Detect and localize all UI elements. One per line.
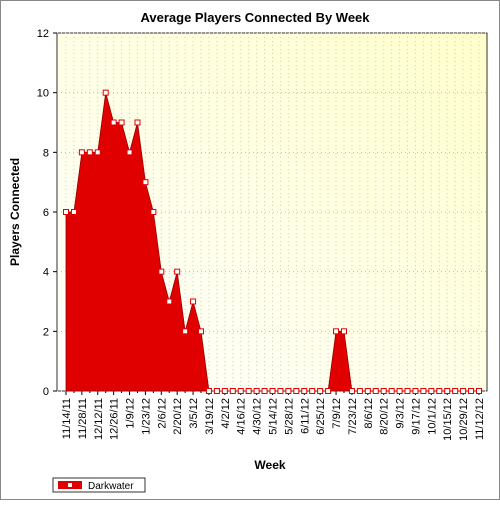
x-tick-label: 2/6/12 — [156, 398, 168, 429]
x-tick-label: 11/12/12 — [474, 398, 486, 440]
x-tick-label: 4/2/12 — [220, 398, 232, 429]
y-tick-label: 2 — [43, 326, 49, 338]
x-tick-label: 9/3/12 — [395, 398, 407, 429]
x-tick-label: 8/6/12 — [363, 398, 375, 429]
x-tick-label: 11/14/11 — [61, 398, 73, 439]
marker — [460, 388, 467, 394]
x-tick-label: 3/5/12 — [188, 398, 200, 429]
marker — [78, 149, 85, 156]
marker — [70, 209, 77, 215]
chart-title: Average Players Connected By Week — [140, 10, 370, 25]
marker — [309, 388, 316, 394]
marker — [118, 119, 125, 126]
x-tick-label: 1/9/12 — [125, 398, 137, 429]
y-tick-label: 6 — [43, 207, 49, 219]
marker — [277, 388, 284, 394]
x-tick-label: 12/26/11 — [109, 398, 121, 440]
x-tick-label: 6/11/12 — [299, 398, 311, 434]
marker — [452, 388, 459, 394]
x-tick-label: 10/1/12 — [426, 398, 438, 435]
marker — [245, 388, 252, 394]
marker — [420, 388, 427, 394]
x-tick-label: 1/23/12 — [140, 398, 152, 435]
y-tick-label: 0 — [43, 386, 49, 398]
y-axis-label: Players Connected — [8, 158, 22, 266]
marker — [428, 388, 435, 394]
marker — [110, 119, 117, 126]
marker — [364, 388, 371, 394]
marker — [476, 388, 482, 394]
marker — [348, 388, 355, 394]
marker — [86, 149, 93, 156]
x-tick-label: 7/23/12 — [347, 398, 359, 435]
x-tick-label: 3/19/12 — [204, 398, 216, 435]
marker — [436, 388, 443, 394]
y-tick-label: 4 — [43, 267, 49, 279]
marker — [301, 388, 308, 394]
marker — [94, 149, 101, 156]
x-tick-label: 11/28/11 — [77, 398, 89, 439]
y-tick-label: 12 — [37, 28, 49, 40]
x-tick-label: 4/16/12 — [236, 398, 248, 435]
marker — [325, 388, 332, 394]
marker — [150, 209, 157, 215]
legend-marker — [67, 482, 73, 488]
marker — [205, 388, 212, 394]
marker — [174, 268, 181, 275]
marker — [142, 179, 149, 186]
marker — [333, 328, 340, 335]
marker — [190, 298, 197, 305]
marker — [412, 388, 419, 394]
marker — [213, 388, 220, 394]
x-tick-label: 8/20/12 — [379, 398, 391, 435]
x-tick-label: 12/12/11 — [93, 398, 105, 440]
x-tick-label: 10/15/12 — [442, 398, 454, 441]
marker — [468, 388, 475, 394]
marker — [356, 388, 363, 394]
x-tick-label: 10/29/12 — [458, 398, 470, 441]
x-tick-label: 6/25/12 — [315, 398, 327, 435]
marker — [237, 388, 244, 394]
marker — [229, 388, 236, 394]
marker — [396, 388, 403, 394]
x-tick-label: 7/9/12 — [331, 398, 343, 429]
marker — [63, 209, 69, 215]
x-tick-label: 4/30/12 — [252, 398, 264, 435]
marker — [102, 89, 109, 96]
marker — [285, 388, 292, 394]
marker — [221, 388, 228, 394]
x-axis-label: Week — [254, 458, 285, 472]
legend-label: Darkwater — [88, 481, 134, 492]
x-tick-label: 5/14/12 — [268, 398, 280, 435]
marker — [158, 268, 165, 275]
marker — [269, 388, 276, 394]
marker — [404, 388, 411, 394]
marker — [372, 388, 379, 394]
marker — [444, 388, 451, 394]
marker — [134, 119, 141, 126]
marker — [253, 388, 260, 394]
marker — [182, 328, 189, 335]
marker — [198, 328, 205, 335]
marker — [261, 388, 268, 394]
marker — [380, 388, 387, 394]
marker — [126, 149, 133, 156]
marker — [166, 298, 173, 305]
y-tick-label: 8 — [43, 147, 49, 159]
marker — [317, 388, 324, 394]
marker — [340, 328, 347, 335]
marker — [293, 388, 300, 394]
x-tick-label: 5/28/12 — [283, 398, 295, 435]
x-tick-label: 9/17/12 — [410, 398, 422, 435]
marker — [388, 388, 395, 394]
x-tick-label: 2/20/12 — [172, 398, 184, 435]
y-tick-label: 10 — [37, 88, 49, 100]
